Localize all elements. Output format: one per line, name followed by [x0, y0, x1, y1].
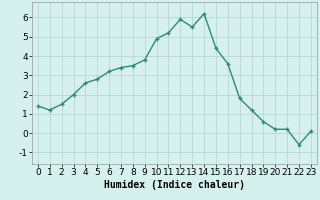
X-axis label: Humidex (Indice chaleur): Humidex (Indice chaleur) — [104, 180, 245, 190]
